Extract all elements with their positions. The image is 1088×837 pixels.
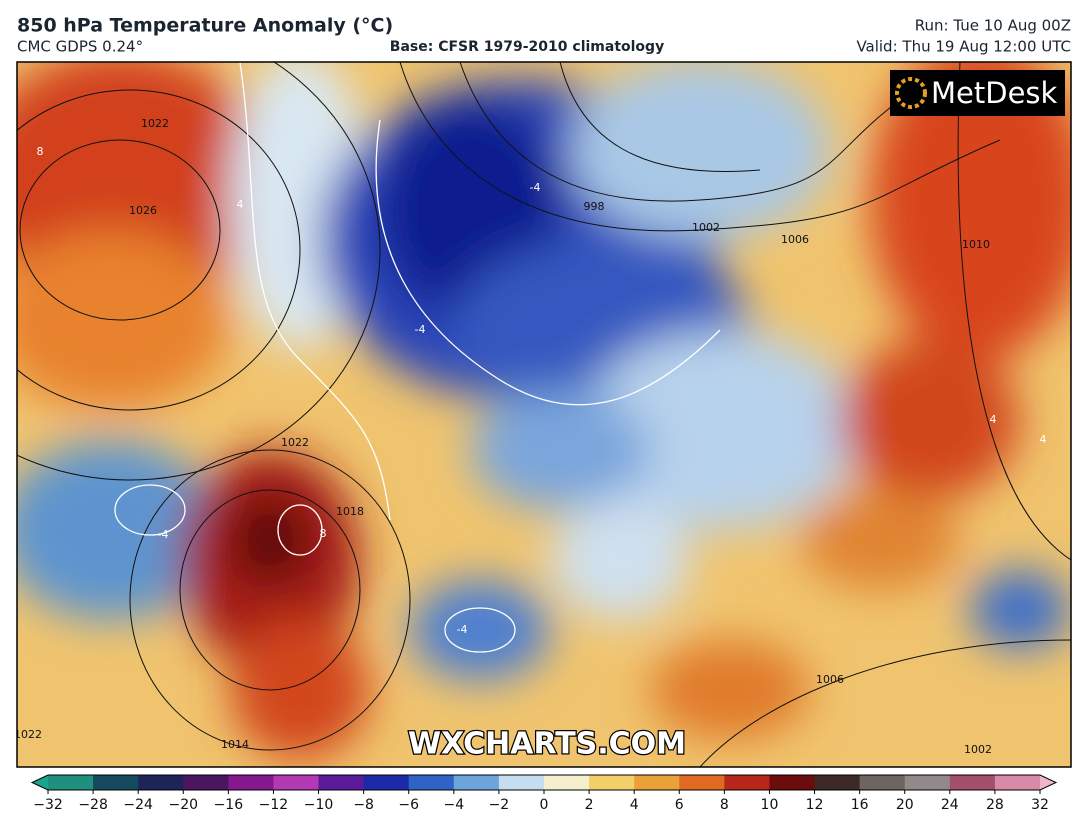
- title: 850 hPa Temperature Anomaly (°C): [17, 15, 393, 37]
- colorbar-segment: [183, 775, 229, 790]
- colorbar-segment: [318, 775, 365, 790]
- colorbar-tick-label: 8: [720, 797, 729, 813]
- colorbar-segment: [544, 775, 590, 790]
- contour-label: 4: [237, 198, 244, 211]
- contour-label: 998: [584, 200, 605, 213]
- colorbar-tick-label: 16: [851, 797, 869, 813]
- colorbar-segment: [724, 775, 770, 790]
- contour-label: 1002: [964, 743, 992, 756]
- colorbar-segment: [859, 775, 906, 790]
- colorbar-tick-label: 10: [761, 797, 779, 813]
- contour-label: 1006: [816, 673, 844, 686]
- colorbar-tick-label: −6: [398, 797, 419, 813]
- colorbar-segment: [498, 775, 545, 790]
- colorbar-tick-label: −4: [443, 797, 464, 813]
- colorbar-segment: [138, 775, 184, 790]
- colorbar-tick-label: 0: [540, 797, 549, 813]
- logo: MetDesk: [931, 76, 1058, 110]
- colorbar-segment: [679, 775, 725, 790]
- colorbar-tick-label: −2: [489, 797, 510, 813]
- colorbar-tick-label: −28: [78, 797, 108, 813]
- colorbar-segment: [273, 775, 320, 790]
- logo-box: [890, 70, 1065, 116]
- contour-label: 1014: [221, 738, 249, 751]
- colorbar-tick-label: −20: [168, 797, 198, 813]
- watermark: WXCHARTS.COM: [408, 727, 686, 762]
- contour-label: 1022: [14, 728, 42, 741]
- run: Run: Tue 10 Aug 00Z: [915, 17, 1071, 35]
- colorbar-segment: [994, 775, 1041, 790]
- colorbar-extend-low: [32, 775, 48, 790]
- colorbar-tick-label: −24: [123, 797, 153, 813]
- contour-label: 1002: [692, 221, 720, 234]
- colorbar-tick-label: −16: [214, 797, 244, 813]
- colorbar-segment: [949, 775, 996, 790]
- contour-label: -4: [158, 528, 169, 541]
- colorbar-segment: [228, 775, 274, 790]
- colorbar-tick-label: 24: [941, 797, 959, 813]
- contour-label: 1006: [781, 233, 809, 246]
- colorbar-segment: [408, 775, 455, 790]
- contour-label: 1026: [129, 204, 157, 217]
- colorbar-tick-label: 12: [806, 797, 824, 813]
- contour-label: -4: [530, 181, 541, 194]
- colorbar-tick-label: 28: [986, 797, 1004, 813]
- contour-label: 4: [990, 413, 997, 426]
- colorbar-tick-label: −8: [353, 797, 374, 813]
- model: CMC GDPS 0.24°: [17, 38, 143, 56]
- colorbar-segment: [814, 775, 861, 790]
- colorbar-tick-label: −10: [304, 797, 334, 813]
- colorbar-extend-high: [1040, 775, 1056, 790]
- colorbar-tick-label: −12: [259, 797, 289, 813]
- contour-label: 8: [37, 145, 44, 158]
- colorbar-segment: [363, 775, 410, 790]
- colorbar: −32 −28 −24 −20 −16 −12 −10 −8 −6 −4 −2 0 2 4 6 8 10 12 16…: [30, 774, 1058, 813]
- base: Base: CFSR 1979-2010 climatology: [390, 39, 664, 55]
- colorbar-segment: [589, 775, 635, 790]
- contour-label: 1010: [962, 238, 990, 251]
- colorbar-segment: [48, 775, 94, 790]
- colorbar-tick-label: −32: [33, 797, 63, 813]
- colorbar-segment: [769, 775, 816, 790]
- contour-label: -4: [457, 623, 468, 636]
- contour-label: 1022: [141, 117, 169, 130]
- contour-label: 4: [1040, 433, 1047, 446]
- contour-label: 8: [320, 527, 327, 540]
- colorbar-segment: [453, 775, 500, 790]
- colorbar-tick-label: 4: [630, 797, 639, 813]
- colorbar-tick-label: 6: [675, 797, 684, 813]
- valid: Valid: Thu 19 Aug 12:00 UTC: [856, 38, 1071, 56]
- colorbar-tick-label: 2: [585, 797, 594, 813]
- colorbar-tick-label: 32: [1031, 797, 1049, 813]
- colorbar-segment: [634, 775, 680, 790]
- contour-label: 1022: [281, 436, 309, 449]
- colorbar-segment: [93, 775, 139, 790]
- map: 1022 8 1026 4 -4 -4 998 1002 1006 1010 1022 1018 8 -4…: [14, 62, 1071, 767]
- colorbar-tick-label: 20: [896, 797, 914, 813]
- contour-label: 1018: [336, 505, 364, 518]
- colorbar-segment: [904, 775, 951, 790]
- contour-label: -4: [415, 323, 426, 336]
